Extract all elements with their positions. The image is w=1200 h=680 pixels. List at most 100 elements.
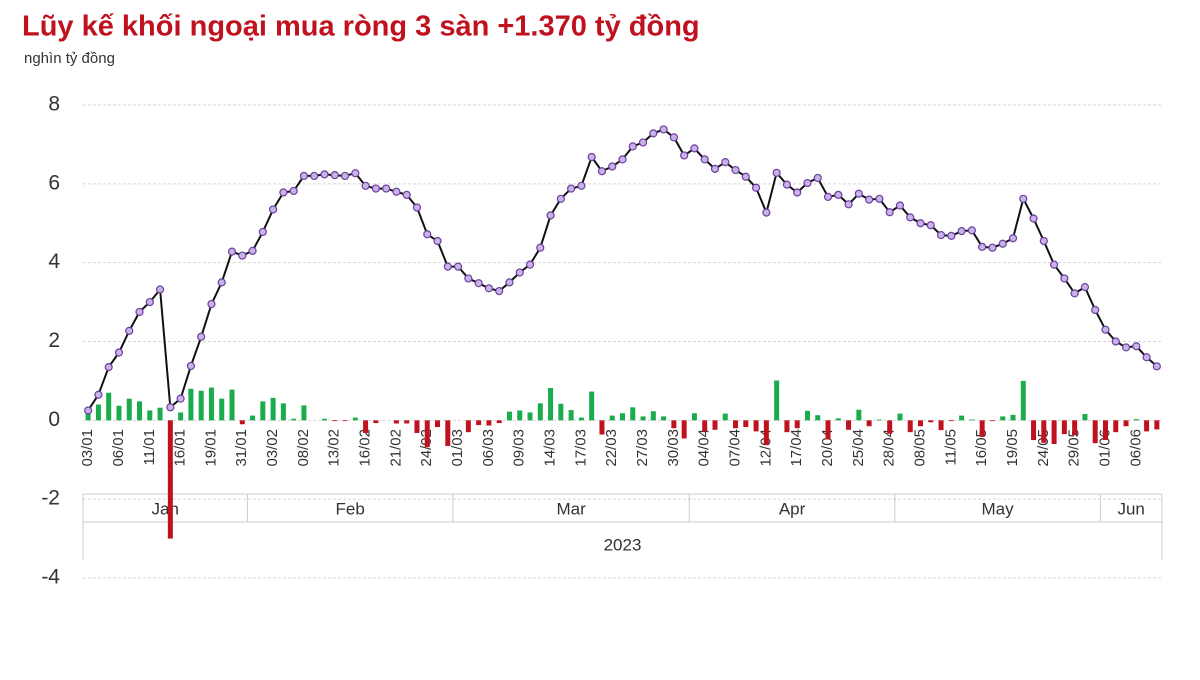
marker <box>269 205 278 214</box>
marker <box>916 219 925 228</box>
x-tick-label: 19/01 <box>202 429 219 467</box>
x-tick-label: 03/01 <box>79 429 96 467</box>
marker <box>906 213 915 222</box>
marker <box>1049 260 1059 269</box>
bar <box>558 403 564 421</box>
marker <box>988 243 997 252</box>
bar <box>332 420 338 422</box>
y-tick-label: 0 <box>48 408 60 431</box>
marker <box>114 348 124 357</box>
marker <box>854 189 863 198</box>
marker <box>628 142 637 151</box>
marker <box>597 167 607 176</box>
marker <box>1152 362 1161 371</box>
marker <box>1142 353 1151 362</box>
group-label: Jan <box>151 499 178 518</box>
x-tick-label: 30/03 <box>665 429 682 467</box>
group-label: May <box>982 499 1015 518</box>
marker <box>608 162 617 171</box>
bar <box>414 420 420 433</box>
bar <box>208 387 214 421</box>
x-tick-label: 17/03 <box>572 429 589 467</box>
marker <box>721 158 730 167</box>
bar <box>835 418 841 421</box>
marker <box>289 186 298 196</box>
bar <box>1082 414 1088 421</box>
marker <box>258 227 267 237</box>
bar <box>1051 420 1057 444</box>
marker <box>936 230 946 240</box>
marker <box>320 170 329 179</box>
bar <box>630 407 636 421</box>
bar <box>712 420 718 430</box>
marker <box>587 152 596 162</box>
bar <box>969 419 975 421</box>
bar <box>126 398 132 421</box>
bar <box>188 388 194 421</box>
bar <box>599 420 605 435</box>
marker <box>669 133 678 142</box>
marker <box>885 208 894 217</box>
bar <box>804 410 810 421</box>
marker <box>659 125 668 134</box>
x-tick-label: 24/05 <box>1035 429 1052 467</box>
marker <box>371 184 380 193</box>
bar <box>527 412 533 421</box>
bar <box>1133 419 1139 421</box>
marker <box>423 230 432 239</box>
bar <box>1000 416 1006 421</box>
bar <box>116 405 122 421</box>
bar <box>239 420 245 425</box>
bar <box>424 420 430 448</box>
marker <box>926 221 935 230</box>
marker <box>690 144 699 153</box>
bar <box>887 420 893 434</box>
marker <box>1070 289 1079 298</box>
x-tick-label: 24/02 <box>418 429 435 467</box>
x-tick-label: 17/04 <box>788 429 805 467</box>
marker <box>844 200 853 209</box>
x-tick-label: 08/02 <box>295 429 312 467</box>
x-tick-label: 06/03 <box>480 429 497 467</box>
marker <box>94 390 103 399</box>
bar <box>989 420 995 422</box>
chart-title: Lũy kế khối ngoại mua ròng 3 sàn +1.370 … <box>22 11 700 43</box>
bar <box>897 413 903 421</box>
marker <box>1019 194 1028 203</box>
x-tick-label: 27/03 <box>634 429 651 467</box>
bar <box>219 398 225 421</box>
x-tick-label: 16/02 <box>357 429 374 467</box>
bar <box>846 420 852 430</box>
bar <box>178 412 184 421</box>
marker <box>710 164 720 173</box>
x-tick-label: 31/01 <box>233 429 250 467</box>
bar <box>157 407 163 421</box>
marker <box>176 394 185 403</box>
group-label: Mar <box>556 499 586 518</box>
bar <box>661 416 667 421</box>
bar <box>876 419 882 421</box>
chart-subtitle: nghìn tỷ đồng <box>24 50 115 67</box>
bar <box>435 420 441 428</box>
x-tick-label: 06/06 <box>1127 429 1144 467</box>
bar <box>702 420 708 432</box>
marker <box>464 274 473 283</box>
group-label: Feb <box>336 499 365 518</box>
marker <box>649 129 658 138</box>
y-tick-label: 6 <box>48 171 60 194</box>
bar <box>476 420 482 426</box>
bar <box>856 409 862 421</box>
x-tick-label: 28/04 <box>881 429 898 467</box>
bar <box>270 397 276 421</box>
x-tick-label: 14/03 <box>542 429 559 467</box>
bar <box>825 420 831 440</box>
marker <box>1121 343 1131 352</box>
x-tick-label: 01/06 <box>1096 429 1113 467</box>
marker <box>135 307 144 317</box>
marker <box>197 332 206 341</box>
marker <box>525 260 535 269</box>
bar <box>979 420 985 437</box>
x-tick-label: 09/03 <box>511 429 528 467</box>
marker <box>392 187 401 196</box>
